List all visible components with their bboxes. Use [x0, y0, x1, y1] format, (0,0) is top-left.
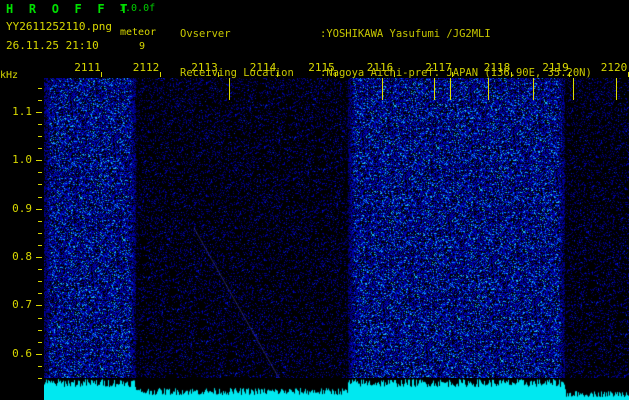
y-axis-tick — [36, 160, 42, 161]
x-axis-tick-label: 2115 — [308, 61, 335, 74]
y-axis-tick — [36, 209, 42, 210]
y-axis-tick — [36, 112, 42, 113]
y-axis-minor-tick — [38, 378, 42, 379]
app-version: 1.0.0f — [119, 3, 156, 14]
y-axis-tick-label: 0.6 — [12, 346, 32, 360]
y-axis-minor-tick — [38, 148, 42, 149]
x-axis-tick-label: 2112 — [132, 61, 160, 74]
x-axis-tick — [394, 72, 395, 77]
x-axis-tick-label: 2118 — [483, 61, 511, 74]
y-axis-minor-tick — [38, 318, 42, 319]
meteor-event-marker — [573, 78, 574, 100]
info-value-location: :Nagoya Aichi-pref. JAPAN (136.90E, 35.2… — [320, 67, 592, 79]
meteor-event-marker — [229, 78, 230, 100]
y-axis-minor-tick — [38, 342, 42, 343]
y-axis-tick-label: 1.0 — [12, 153, 32, 167]
y-axis-minor-tick — [38, 88, 42, 89]
x-axis-tick — [277, 72, 278, 77]
spectrogram-canvas[interactable] — [44, 78, 629, 378]
meteor-event-marker — [533, 78, 534, 100]
y-axis-tick-label: 0.9 — [12, 201, 32, 215]
y-axis-minor-tick — [38, 245, 42, 246]
x-axis-tick — [511, 72, 512, 77]
meteor-count: 9 — [139, 41, 146, 52]
info-value-observer: :YOSHIKAWA Yasufumi /JG2MLI — [320, 28, 491, 40]
info-row-observer: Ovserver :YOSHIKAWA Yasufumi /JG2MLI — [180, 28, 592, 41]
meteor-event-marker — [616, 78, 617, 100]
x-axis-tick-label: 2111 — [74, 61, 101, 74]
y-axis-minor-tick — [38, 136, 42, 137]
x-axis-tick-label: 2113 — [191, 61, 218, 74]
y-axis-minor-tick — [38, 184, 42, 185]
y-axis-tick — [36, 257, 42, 258]
meteor-event-marker — [434, 78, 435, 100]
signal-waveform-canvas[interactable] — [44, 378, 629, 400]
y-axis-minor-tick — [38, 281, 42, 282]
x-axis-tick — [452, 72, 453, 77]
y-axis-minor-tick — [38, 366, 42, 367]
x-axis-tick — [335, 72, 336, 77]
y-axis-unit-label: kHz — [0, 70, 19, 81]
y-axis-minor-tick — [38, 293, 42, 294]
info-key-location: Receiving Location — [180, 67, 294, 79]
x-axis-tick-label: 2116 — [366, 61, 394, 74]
y-axis-tick-label: 1.1 — [12, 104, 32, 118]
info-key-observer: Ovserver — [180, 28, 231, 40]
meteor-event-marker — [382, 78, 383, 100]
y-axis-minor-tick — [38, 233, 42, 234]
file-datetime: 26.11.25 21:10 — [6, 39, 99, 52]
x-axis-tick-label: 2119 — [542, 61, 569, 74]
y-axis-minor-tick — [38, 330, 42, 331]
x-axis-tick — [569, 72, 570, 77]
y-axis-tick-label: 0.7 — [12, 298, 32, 312]
y-axis-tick — [36, 305, 42, 306]
meteor-event-marker — [488, 78, 489, 100]
x-axis-tick-label: 2120 — [600, 61, 628, 74]
file-name: YY2611252110.png — [6, 20, 112, 33]
x-axis-tick — [160, 72, 161, 77]
y-axis-minor-tick — [38, 124, 42, 125]
y-axis-tick — [36, 354, 42, 355]
y-axis-minor-tick — [38, 269, 42, 270]
x-axis-tick — [101, 72, 102, 77]
meteor-label: meteor — [120, 27, 157, 38]
app-title: H R O F F T — [6, 2, 132, 16]
x-axis-tick-label: 2117 — [425, 61, 452, 74]
y-axis-minor-tick — [38, 197, 42, 198]
x-axis-tick — [218, 72, 219, 77]
y-axis-minor-tick — [38, 172, 42, 173]
info-row-location: Receiving Location :Nagoya Aichi-pref. JA… — [180, 67, 592, 80]
y-axis-tick-label: 0.8 — [12, 250, 32, 264]
spectrogram-plot[interactable] — [44, 78, 629, 400]
y-axis-minor-tick — [38, 221, 42, 222]
meteor-event-marker — [450, 78, 451, 100]
y-axis-minor-tick — [38, 100, 42, 101]
x-axis-tick-label: 2114 — [249, 61, 277, 74]
